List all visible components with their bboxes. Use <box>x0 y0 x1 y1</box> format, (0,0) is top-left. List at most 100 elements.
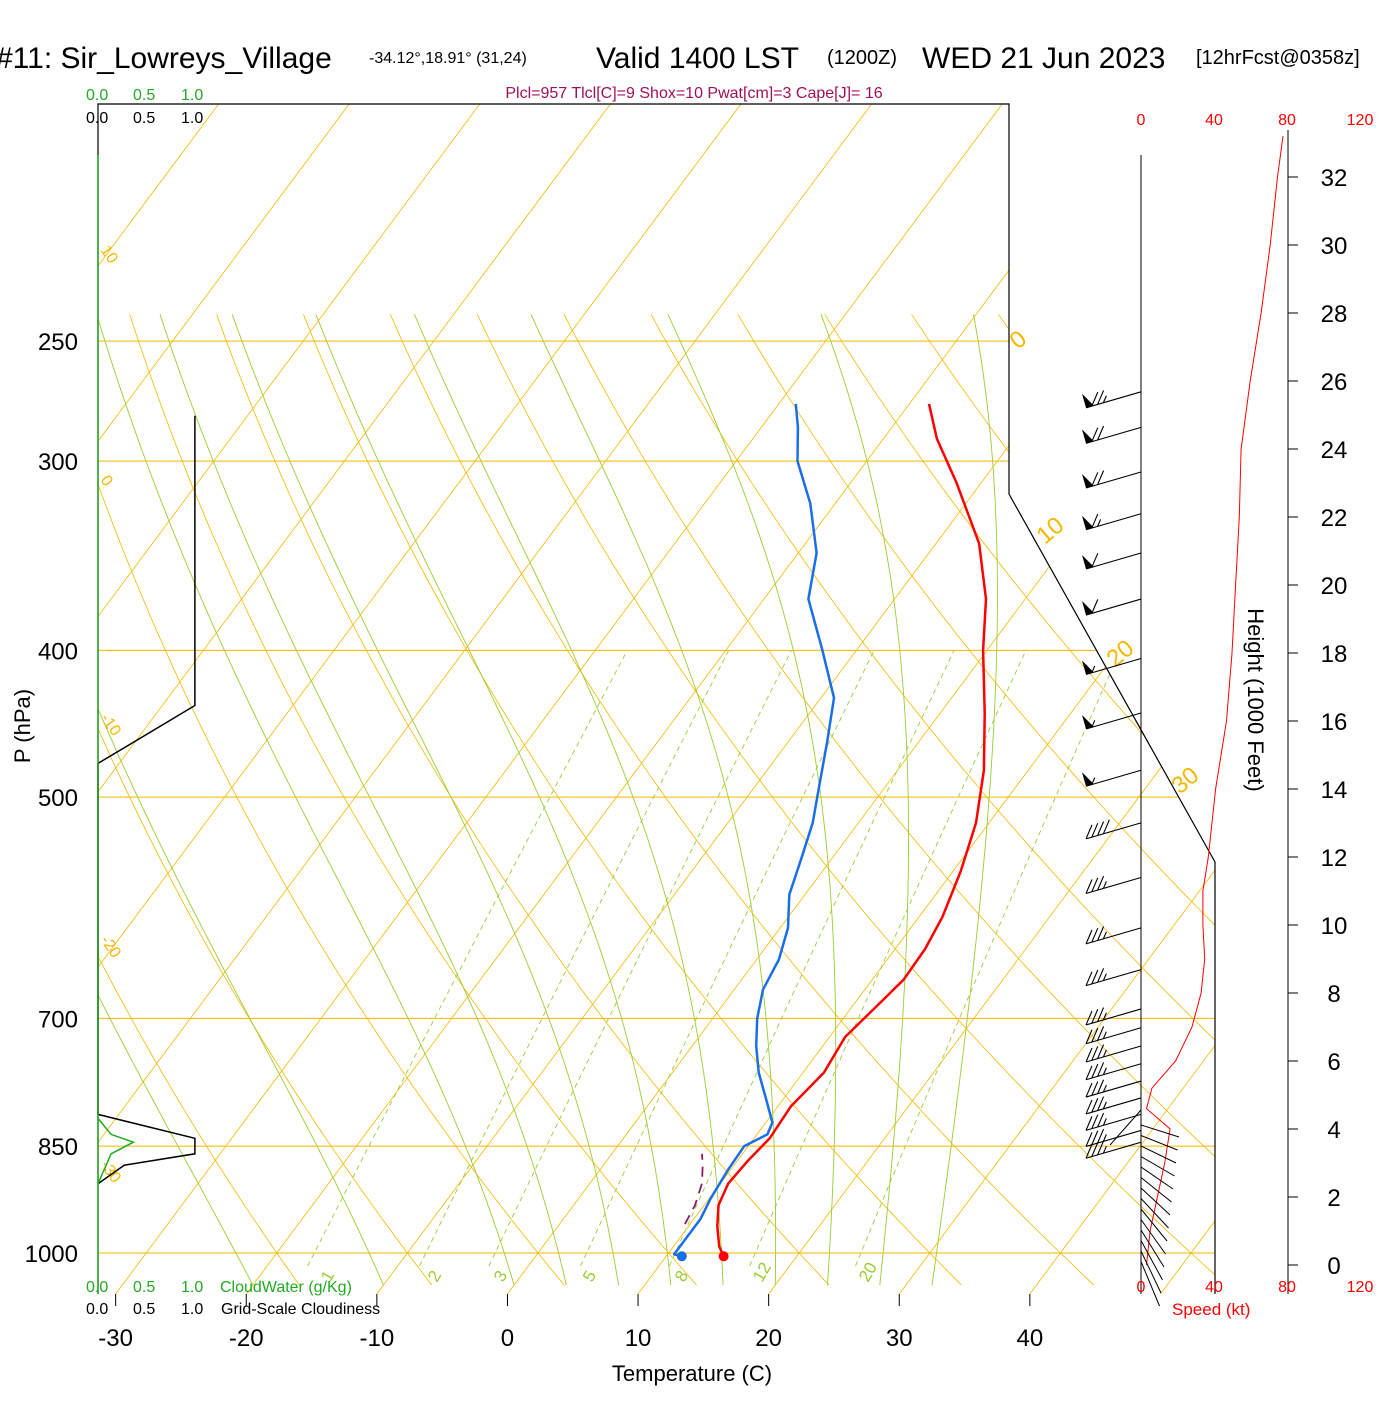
station-coords: -34.12°,18.91° (31,24) <box>369 50 527 67</box>
cloud-water-tick-bottom: 0.0 <box>86 1279 108 1296</box>
height-tick-label: 16 <box>1321 709 1348 736</box>
wind-barb-feather <box>1092 878 1098 892</box>
isotherm-line <box>638 104 1400 1294</box>
isotherm-line <box>377 104 1264 1294</box>
wind-barb-feather <box>1086 1066 1092 1080</box>
isotherm-label: 0 <box>97 473 116 490</box>
wind-barb-feather <box>1092 1081 1098 1095</box>
low-wind-barb <box>1141 1146 1176 1163</box>
wind-barb-feather <box>1092 599 1098 613</box>
low-wind-barb <box>1141 1136 1178 1151</box>
speed-tick-top: 0 <box>1137 112 1146 129</box>
dry-adiabat <box>825 314 1400 1285</box>
wind-barb-feather <box>1098 968 1104 982</box>
dewpoint-line <box>674 404 834 1256</box>
pressure-tick-label: 300 <box>38 449 78 476</box>
forecast-info: [12hrFcst@0358z] <box>1196 47 1360 69</box>
wind-barb-feather <box>1086 1132 1092 1146</box>
y-axis-label: P (hPa) <box>10 689 35 763</box>
dry-adiabat <box>43 314 564 1285</box>
isobars <box>98 341 1215 1253</box>
wind-barb-feather <box>1092 1064 1098 1078</box>
height-tick-label: 6 <box>1327 1049 1340 1076</box>
cloudiness-tick-top: 0.5 <box>133 110 155 127</box>
temperature-tick-label: -10 <box>360 1325 395 1352</box>
sounding-indices: Plcl=957 Tlcl[C]=9 Shox=10 Pwat[cm]=3 Ca… <box>505 85 882 102</box>
wind-barb-feather <box>1098 426 1104 440</box>
speed-tick-top: 40 <box>1205 112 1223 129</box>
wind-barb-feather <box>1086 1083 1092 1097</box>
moist-adiabat <box>531 314 776 1285</box>
dry-adiabat <box>1172 314 1400 1285</box>
cloudiness-tick-bottom: 1.0 <box>181 1301 203 1318</box>
wind-barb-feather <box>1098 822 1104 836</box>
wind-barb-feather <box>1098 876 1104 890</box>
speed-tick-bottom: 40 <box>1205 1279 1223 1296</box>
cloud-water-tick-bottom: 0.5 <box>133 1279 155 1296</box>
mixing-ratio-label: 3 <box>490 1267 511 1285</box>
temperature-tick-label: 40 <box>1017 1325 1044 1352</box>
mixing-ratio-line <box>489 650 792 1266</box>
wind-barb-feather <box>1086 972 1092 986</box>
temperature-line <box>717 404 986 1256</box>
isotherm-label-right: 30 <box>1167 762 1205 800</box>
wind-barb-feather <box>1098 1062 1104 1076</box>
speed-tick-top: 120 <box>1347 112 1374 129</box>
mixing-ratio-line <box>856 650 1121 1266</box>
isotherm-line <box>0 104 610 1294</box>
cloudiness-tick-top: 0.0 <box>86 110 108 127</box>
low-wind-barb <box>1141 1178 1172 1203</box>
mixing-ratio-line <box>670 650 955 1266</box>
surface-temperature-dot <box>719 1251 729 1261</box>
pressure-tick-label: 500 <box>38 785 78 812</box>
wind-barb-feather <box>1092 392 1098 406</box>
cloud-water-tick-bottom: 1.0 <box>181 1279 203 1296</box>
speed-tick-bottom: 80 <box>1278 1279 1296 1296</box>
wind-barb-feather <box>1098 1129 1104 1143</box>
cloudiness-tick-bottom: 0.0 <box>86 1301 108 1318</box>
height-tick-label: 32 <box>1321 165 1348 192</box>
wind-barb-feather <box>1092 1115 1098 1129</box>
height-tick-label: 10 <box>1321 913 1348 940</box>
dry-adiabat <box>390 314 1094 1285</box>
valid-date: WED 21 Jun 2023 <box>922 42 1165 75</box>
wind-barb-feather <box>1092 823 1098 837</box>
wind-barb-feather <box>1098 1113 1104 1127</box>
cloud-panel: 0.00.00.00.00.50.50.50.51.01.01.01.0Clou… <box>86 87 380 1318</box>
cloud-water-tick-top: 0.5 <box>133 87 155 104</box>
temperature-tick-label: 10 <box>625 1325 652 1352</box>
wind-barb-feather <box>1092 553 1098 567</box>
moist-adiabat <box>316 314 671 1285</box>
mixing-ratio-label: 5 <box>579 1267 600 1285</box>
dry-adiabat <box>1346 314 1400 1285</box>
wind-barb-feather <box>1092 1028 1098 1042</box>
low-wind-barb <box>1110 1110 1141 1145</box>
wind-barb-feather <box>1086 1048 1092 1062</box>
low-wind-barb <box>1141 1188 1170 1215</box>
pressure-tick-label: 400 <box>38 638 78 665</box>
isotherm-label: -20 <box>97 933 124 962</box>
wind-barb-feather <box>1086 825 1092 839</box>
height-tick-label: 18 <box>1321 641 1348 668</box>
pressure-tick-label: 1000 <box>25 1241 78 1268</box>
station-title: #11: Sir_Lowreys_Village <box>0 42 332 75</box>
wind-barb-feather <box>1092 1009 1098 1023</box>
wind-barb-feather <box>1092 514 1098 528</box>
moist-adiabat <box>232 314 618 1285</box>
dry-adiabat <box>477 314 1226 1285</box>
zulu-time: (1200Z) <box>827 47 897 69</box>
height-tick-label: 30 <box>1321 233 1348 260</box>
isotherm-label-right: 20 <box>1102 635 1140 673</box>
wind-barb-feather <box>1098 1026 1104 1040</box>
mixing-ratio-label: 8 <box>671 1267 692 1285</box>
isotherm-line <box>899 104 1400 1294</box>
height-tick-label: 26 <box>1321 369 1348 396</box>
pressure-tick-label: 700 <box>38 1006 78 1033</box>
isotherm-line <box>0 104 480 1294</box>
x-axis-label: Temperature (C) <box>612 1361 772 1386</box>
height-tick-label: 24 <box>1321 437 1348 464</box>
height-tick-label: 14 <box>1321 777 1348 804</box>
height-tick-label: 28 <box>1321 301 1348 328</box>
wind-barb-feather <box>1098 927 1104 941</box>
